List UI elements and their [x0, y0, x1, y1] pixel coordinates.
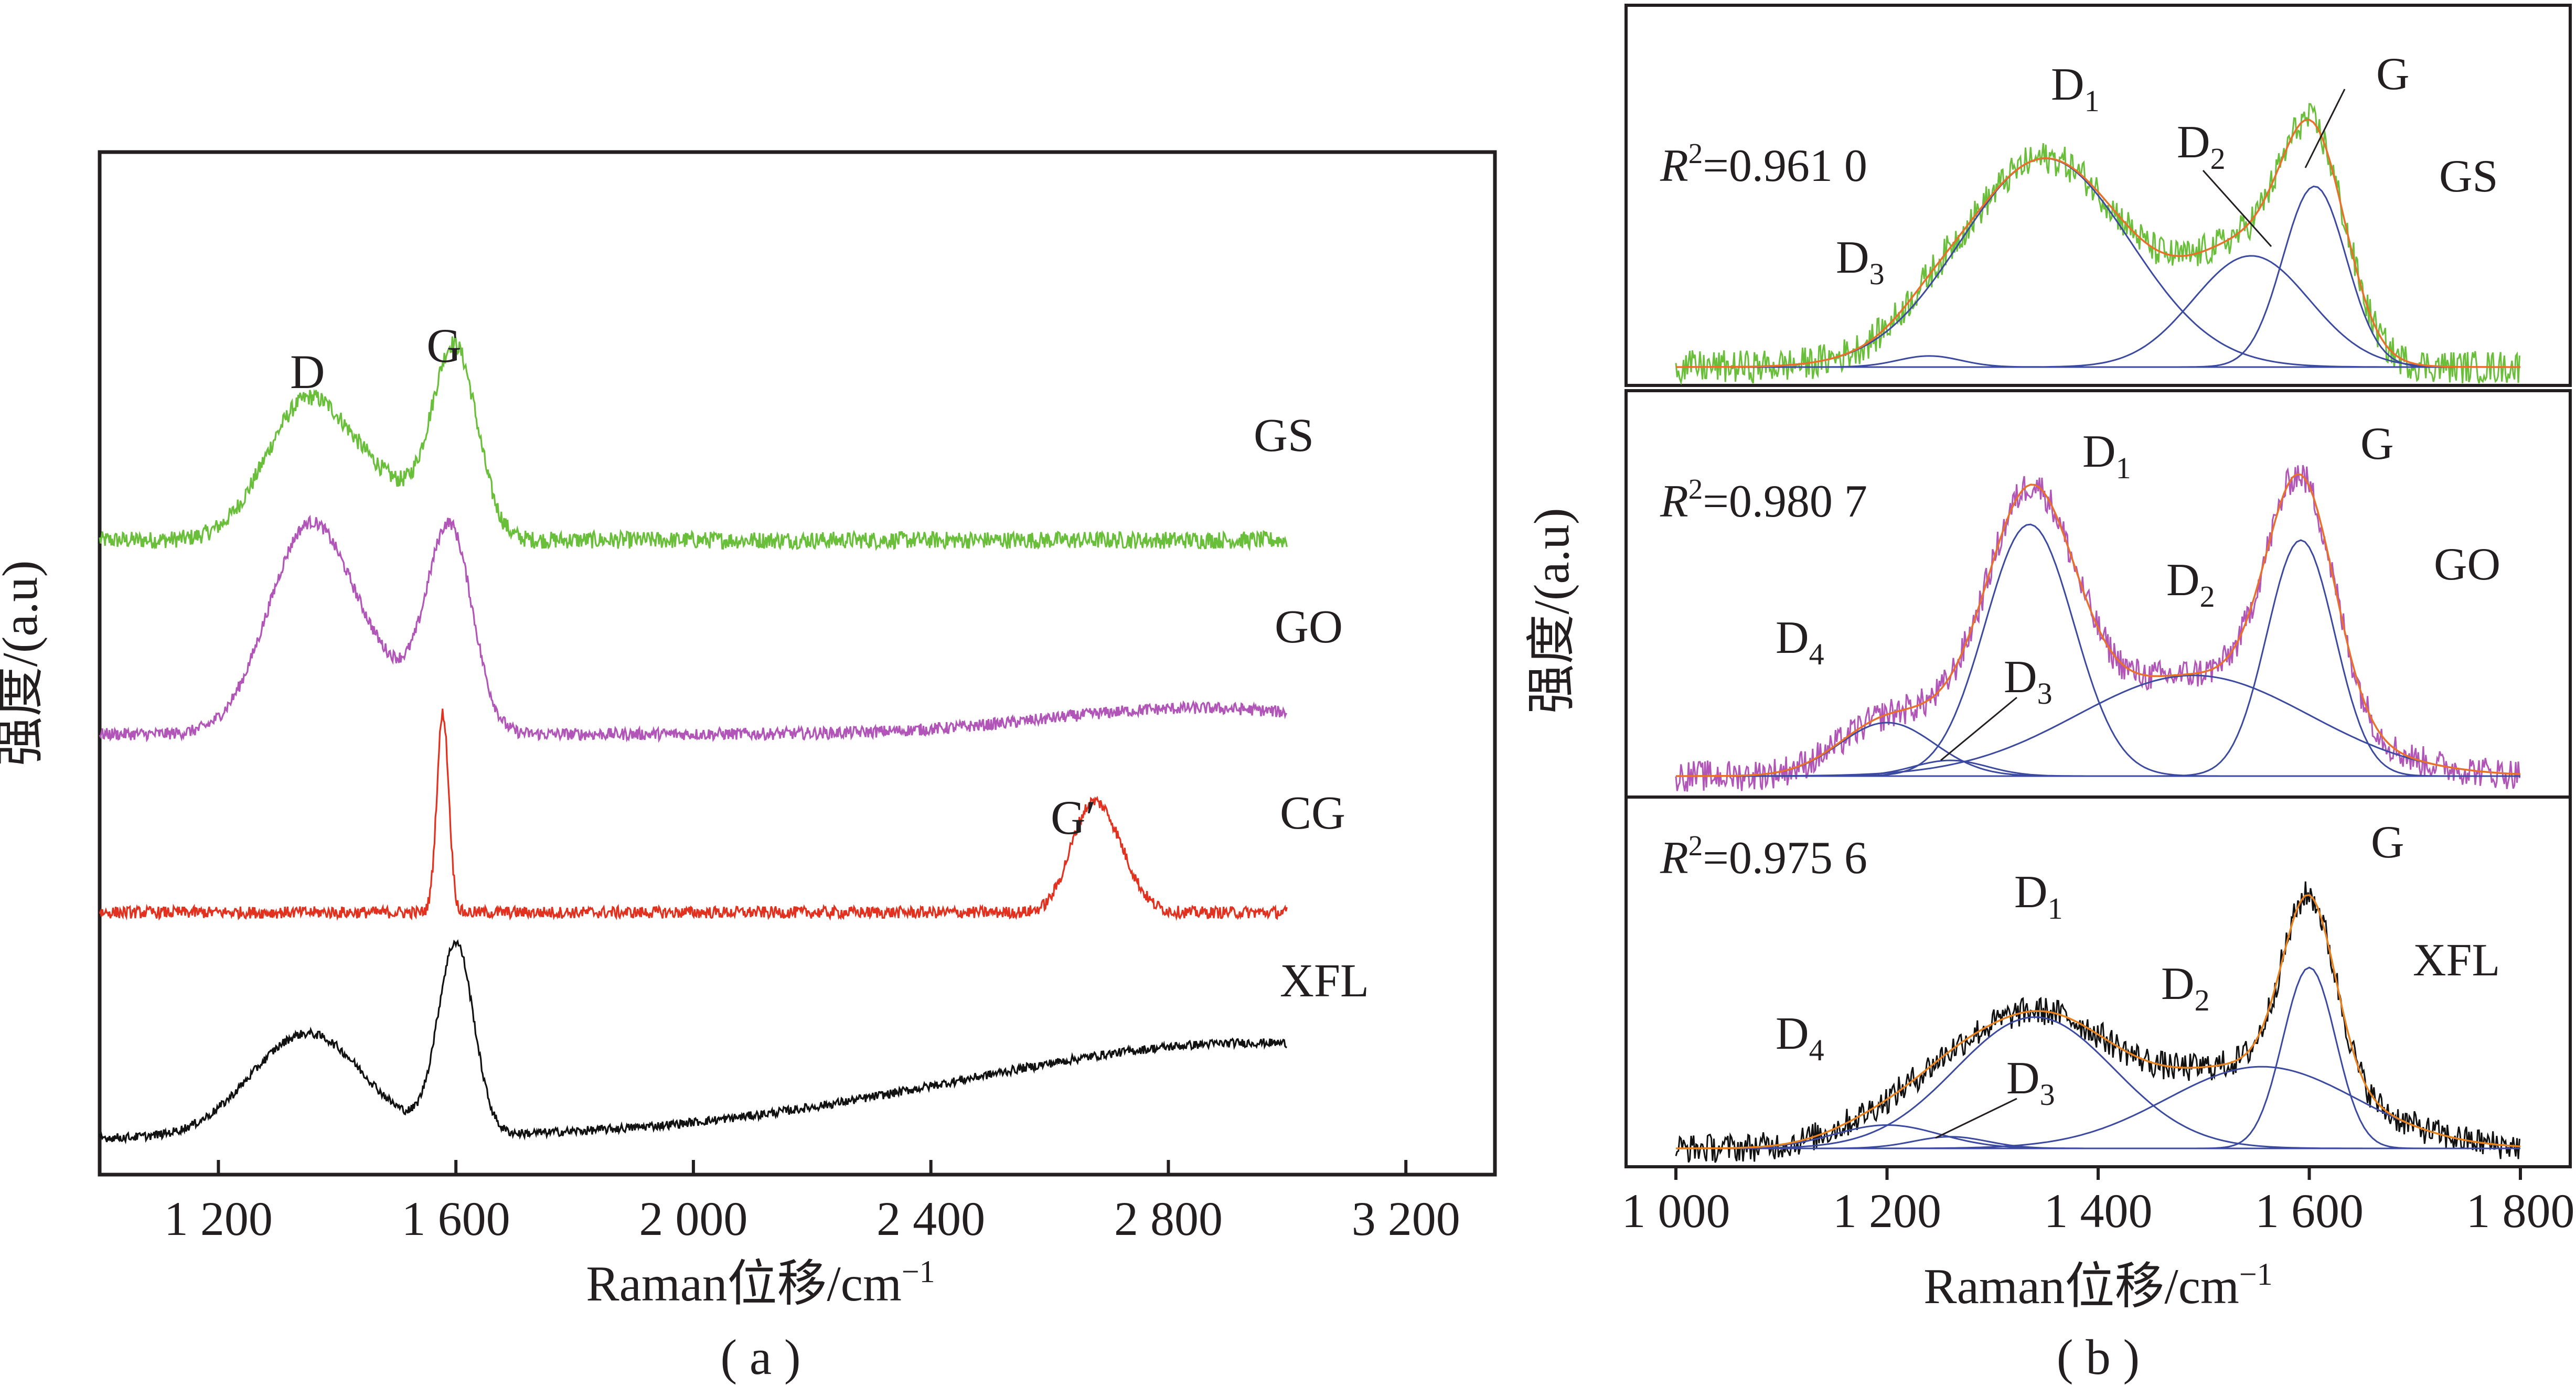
- panel-b-y-axis-label: 强度/(a.u): [1524, 508, 1579, 714]
- panel-a-x-tick-label: 1 200: [164, 1192, 273, 1245]
- peak-leader-line: [1940, 696, 2017, 761]
- peak-label-g: G: [2376, 49, 2410, 100]
- peak-label-g: G: [2360, 418, 2394, 469]
- peak-leader-line: [1935, 1098, 2017, 1139]
- panel-b-x-ticks: [1674, 1167, 2522, 1180]
- raw-spectrum: [1675, 465, 2520, 792]
- peak-label-d4: D4: [1776, 612, 1824, 671]
- panel-a-y-axis-label: 强度/(a.u): [0, 560, 48, 766]
- peak-label-d3: D3: [2006, 1053, 2055, 1112]
- panel-a-x-tick-label: 2 000: [639, 1192, 747, 1245]
- peak-label-g: G: [426, 319, 461, 372]
- peak-label-d3: D3: [1836, 232, 1885, 291]
- peak-label-d1: D1: [2051, 59, 2100, 118]
- spectrum-cg: [99, 708, 1288, 921]
- subplot-frame: [1624, 4, 2572, 387]
- r-squared-label: R2=0.980 7: [1660, 473, 1867, 527]
- panel-a-x-axis-label: Raman位移/cm−1: [586, 1254, 935, 1311]
- panel-a-peak-labels: D G G′: [290, 319, 1096, 844]
- peak-label-d2: D2: [2166, 555, 2215, 614]
- panel-b-x-tick-label: 1 600: [2255, 1184, 2364, 1238]
- panel-a-frame: [98, 150, 1497, 1177]
- fit-component-g: [1676, 539, 2520, 777]
- panel-a-x-tick-label: 1 600: [402, 1192, 510, 1245]
- fit-component-g: [1676, 966, 2520, 1149]
- fit-component-g: [1676, 185, 2520, 368]
- panel-a-x-tick-label: 2 800: [1114, 1192, 1223, 1245]
- peak-label-d4: D4: [1776, 1008, 1824, 1067]
- series-label-gs: GS: [1254, 410, 1314, 461]
- fit-envelope: [1676, 894, 2521, 1149]
- sample-label: GS: [2439, 151, 2498, 202]
- sample-label: GO: [2434, 539, 2500, 590]
- spectrum-go: [99, 514, 1288, 743]
- raw-spectrum: [1675, 103, 2520, 385]
- panel-a-x-axis-label-main: Raman位移/cm: [586, 1256, 902, 1311]
- panel-a-x-tick-label: 3 200: [1352, 1192, 1460, 1245]
- spectrum-gs: [99, 335, 1288, 552]
- peak-label-d2: D2: [2161, 959, 2210, 1017]
- panel-a-x-tick-label: 2 400: [877, 1192, 985, 1245]
- panel-b-x-tick-label: 1 400: [2044, 1184, 2153, 1238]
- peak-label-g: G: [2371, 817, 2404, 868]
- panel-b-x-tick-label: 1 000: [1622, 1184, 1730, 1238]
- panel-b-x-axis-label-sup: −1: [2239, 1257, 2273, 1292]
- sample-label: XFL: [2413, 935, 2500, 986]
- subplot-go: R2=0.980 7 GO D1 D2 D3 D4 G: [1624, 389, 2572, 799]
- panel-b-subplots: R2=0.961 0 GS D1 D2 D3 G R2=0.980 7 GO D1 D2 D3 D4 G…: [1624, 4, 2572, 1168]
- panel-a-x-tick-labels: 1 200 1 600 2 000 2 400 2 800 3 200: [164, 1192, 1460, 1245]
- series-label-go: GO: [1275, 601, 1343, 653]
- r-squared-label: R2=0.961 0: [1660, 137, 1867, 191]
- peak-label-d3: D3: [2004, 652, 2053, 711]
- panel-a-x-ticks: [217, 1160, 1408, 1175]
- fit-component-d1: [1676, 1016, 2520, 1149]
- panel-b-x-tick-label: 1 200: [1833, 1184, 1941, 1238]
- panel-a-series-labels: GS GO CG XFL: [1254, 410, 1369, 1007]
- fit-envelope: [1676, 119, 2520, 368]
- peak-label-g-prime: G′: [1051, 791, 1096, 844]
- peak-leader-line: [2202, 169, 2272, 248]
- peak-leader-line: [2304, 89, 2346, 168]
- series-label-cg: CG: [1280, 787, 1345, 839]
- panel-b-x-axis-label: Raman位移/cm−1: [1923, 1257, 2272, 1314]
- subplot-gs: R2=0.961 0 GS D1 D2 D3 G: [1624, 4, 2572, 387]
- panel-a-x-axis-label-sup: −1: [902, 1254, 935, 1289]
- panel-b-caption: ( b ): [2057, 1329, 2140, 1385]
- panel-b-x-tick-label: 1 800: [2466, 1184, 2575, 1238]
- fit-envelope: [1676, 473, 2521, 777]
- panel-b: R2=0.961 0 GS D1 D2 D3 G R2=0.980 7 GO D1 D2 D3 D4 G…: [1524, 4, 2575, 1385]
- series-label-xfl: XFL: [1280, 955, 1369, 1007]
- subplot-xfl: R2=0.975 6 XFL D1 D2 D3 D4 G: [1624, 795, 2572, 1168]
- spectrum-xfl: [99, 939, 1287, 1145]
- panel-b-x-axis-label-main: Raman位移/cm: [1923, 1259, 2239, 1314]
- peak-label-d2: D2: [2177, 117, 2226, 176]
- peak-label-d1: D1: [2082, 426, 2131, 485]
- panel-a-caption: ( a ): [721, 1329, 801, 1385]
- r-squared-label: R2=0.975 6: [1660, 830, 1867, 884]
- panel-a-spectra: [99, 335, 1288, 1145]
- panel-b-x-tick-labels: 1 000 1 200 1 400 1 600 1 800: [1622, 1184, 2575, 1238]
- peak-label-d1: D1: [2014, 867, 2063, 926]
- panel-a: 1 200 1 600 2 000 2 400 2 800 3 200 GS GO CG XFL…: [0, 150, 1497, 1385]
- peak-label-d: D: [290, 345, 325, 399]
